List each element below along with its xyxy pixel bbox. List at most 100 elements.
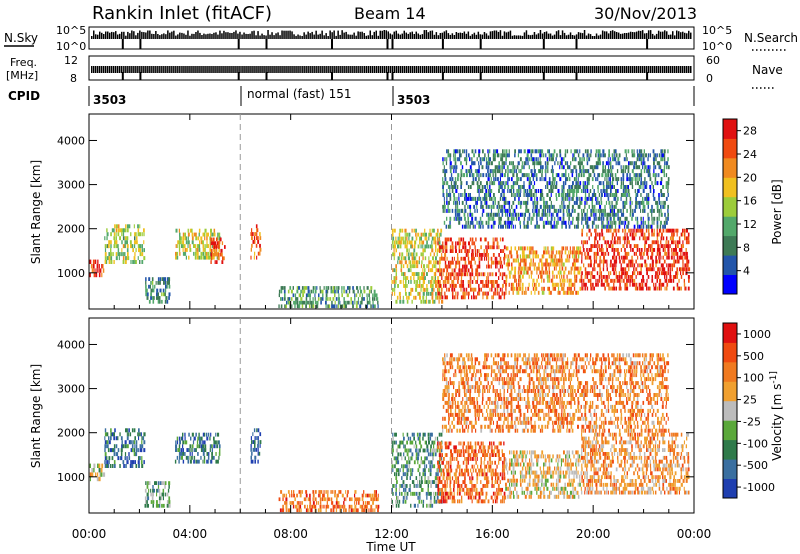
heatmap-cell — [487, 445, 490, 450]
heatmap-cell — [526, 153, 529, 158]
heatmap-cell — [363, 297, 365, 301]
heatmap-cell — [551, 165, 554, 170]
heatmap-cell — [176, 440, 179, 445]
heatmap-cell — [498, 185, 501, 189]
heatmap-cell — [164, 292, 166, 297]
heatmap-cell — [562, 290, 565, 295]
heatmap-cell — [668, 263, 670, 268]
heatmap-cell — [528, 185, 531, 189]
heatmap-cell — [163, 281, 165, 285]
heatmap-cell — [629, 204, 632, 209]
heatmap-cell — [629, 259, 632, 264]
heatmap-cell — [653, 267, 655, 272]
heatmap-cell — [125, 224, 127, 229]
heatmap-cell — [406, 248, 409, 253]
heatmap-cell — [607, 282, 610, 287]
heatmap-cell — [198, 232, 200, 237]
heatmap-cell — [159, 503, 161, 508]
heatmap-cell — [404, 495, 406, 500]
heatmap-cell — [422, 488, 424, 492]
heatmap-cell — [442, 189, 444, 193]
heatmap-cell — [441, 480, 443, 484]
heatmap-cell — [495, 264, 497, 269]
heatmap-cell — [428, 440, 430, 445]
heatmap-cell — [561, 266, 564, 271]
heatmap-cell — [631, 181, 633, 186]
heatmap-cell — [442, 185, 444, 189]
heatmap-cell — [536, 462, 539, 467]
heatmap-cell — [638, 173, 641, 178]
heatmap-cell — [517, 258, 519, 263]
heatmap-cell — [562, 246, 565, 251]
heatmap-cell — [430, 291, 432, 296]
heatmap-cell — [444, 283, 447, 288]
heatmap-cell — [458, 149, 461, 154]
heatmap-cell — [443, 165, 445, 170]
heatmap-cell — [503, 256, 506, 261]
heatmap-cell — [521, 286, 524, 291]
heatmap-cell — [485, 476, 488, 481]
heatmap-cell — [422, 287, 425, 292]
heatmap-cell — [90, 264, 93, 269]
heatmap-cell — [560, 258, 563, 263]
heatmap-cell — [539, 157, 541, 162]
heatmap-cell — [627, 165, 630, 170]
heatmap-cell — [221, 241, 224, 246]
heatmap-cell — [553, 258, 556, 263]
heatmap-cell — [422, 244, 424, 249]
heatmap-cell — [619, 208, 621, 213]
heatmap-cell — [202, 244, 204, 248]
heatmap-cell — [506, 153, 509, 158]
heatmap-cell — [532, 282, 534, 287]
heatmap-cell — [481, 491, 484, 496]
heatmap-cell — [451, 260, 454, 265]
heatmap-cell — [575, 266, 578, 271]
heatmap-cell — [133, 448, 136, 453]
heatmap-cell — [628, 228, 630, 233]
heatmap-cell — [366, 493, 369, 498]
heatmap-cell — [514, 149, 516, 154]
heatmap-cell — [454, 149, 457, 154]
heatmap-cell — [600, 200, 603, 205]
heatmap-cell — [621, 255, 623, 260]
heatmap-cell — [626, 173, 629, 178]
heatmap-cell — [202, 444, 205, 449]
heatmap-cell — [625, 165, 628, 170]
heatmap-cell — [399, 484, 401, 488]
heatmap-cell — [469, 220, 472, 225]
heatmap-cell — [572, 216, 574, 221]
freq-tick-bottom: 8 — [70, 72, 77, 85]
heatmap-cell — [601, 224, 603, 229]
heatmap-cell — [559, 149, 562, 154]
heatmap-cell — [178, 452, 181, 456]
heatmap-cell — [503, 208, 506, 213]
heatmap-cell — [153, 488, 155, 493]
heatmap-cell — [444, 181, 446, 186]
heatmap-cell — [507, 189, 509, 193]
heatmap-cell — [439, 445, 442, 450]
heatmap-cell — [141, 436, 143, 441]
heatmap-cell — [162, 288, 165, 293]
heatmap-cell — [487, 165, 490, 170]
heatmap-cell — [122, 232, 125, 237]
heatmap-cell — [194, 255, 197, 260]
heatmap-cell — [431, 480, 434, 484]
heatmap-cell — [185, 255, 187, 260]
heatmap-cell — [191, 240, 194, 245]
heatmap-cell — [429, 452, 432, 457]
heatmap-cell — [471, 487, 473, 492]
heatmap-cell — [354, 493, 356, 498]
heatmap-cell — [253, 255, 255, 260]
heatmap-cell — [453, 449, 456, 454]
heatmap-cell — [643, 181, 646, 186]
heatmap-cell — [141, 248, 143, 253]
heatmap-cell — [413, 503, 416, 508]
heatmap-cell — [429, 244, 432, 249]
heatmap-cell — [451, 177, 454, 182]
heatmap-cell — [408, 468, 410, 473]
heatmap-cell — [530, 290, 532, 295]
heatmap-cell — [393, 276, 396, 280]
heatmap-cell — [541, 177, 543, 182]
heatmap-cell — [468, 241, 470, 246]
heatmap-cell — [640, 185, 642, 189]
